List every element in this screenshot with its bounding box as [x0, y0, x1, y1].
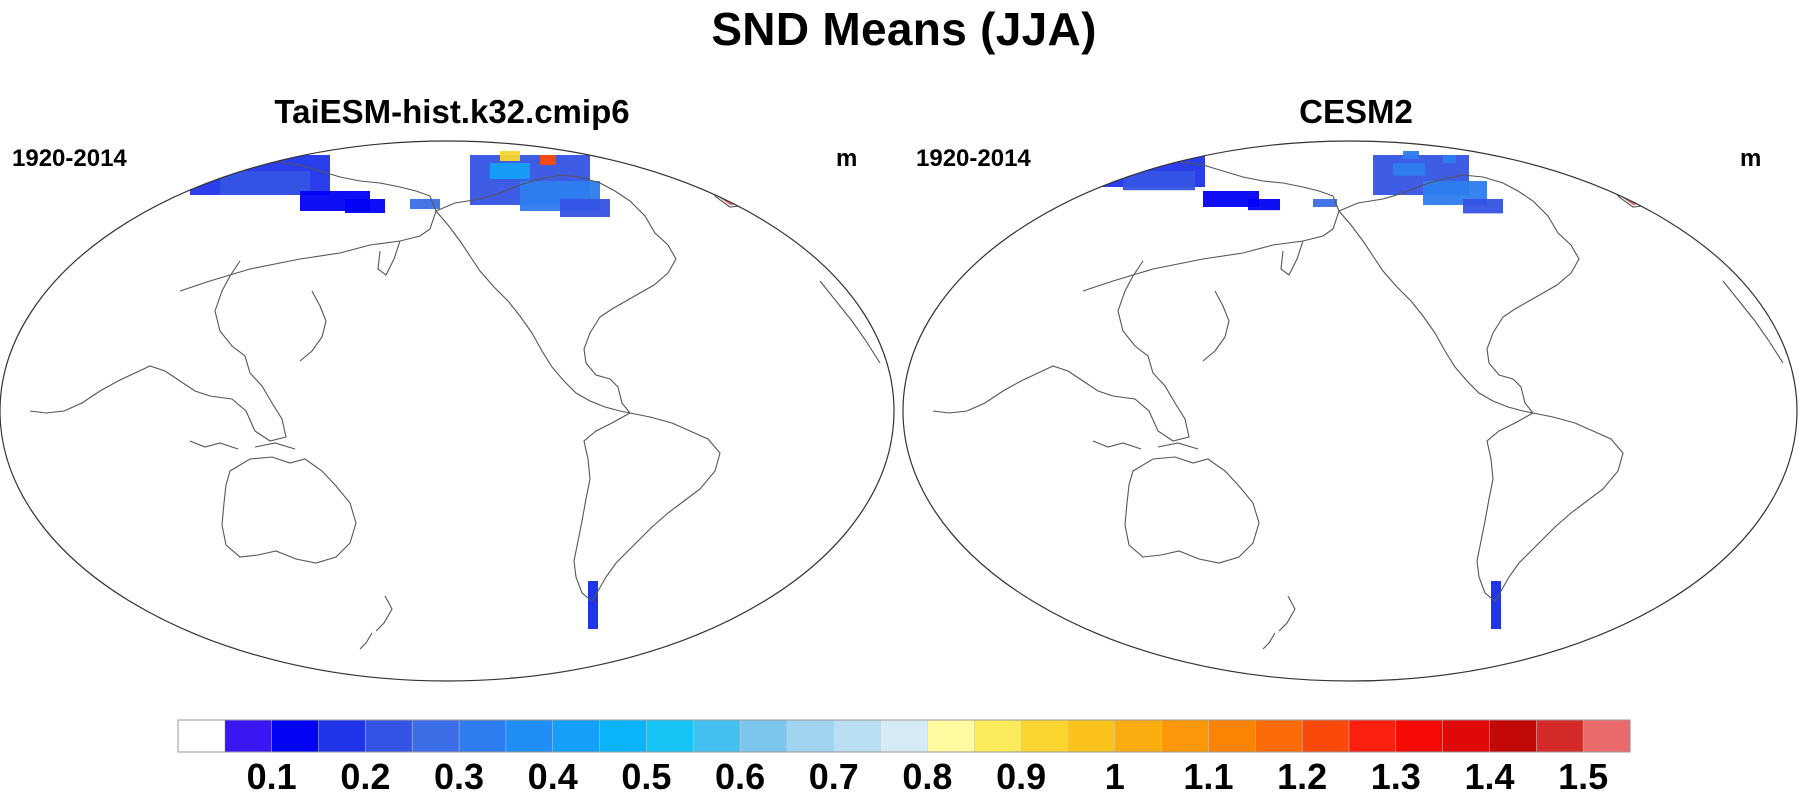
- colorbar-tick-label: 0.7: [808, 756, 859, 797]
- andes-snow: [588, 581, 598, 629]
- colorbar-swatch: [411, 719, 460, 753]
- colorbar-swatch: [505, 719, 554, 753]
- colorbar-tick-label: 1.2: [1277, 756, 1328, 797]
- colorbar-swatch: [646, 719, 694, 753]
- colorbar-swatch: [1067, 719, 1116, 753]
- colorbar-swatch: [1536, 719, 1584, 753]
- colorbar-swatch: [927, 719, 976, 753]
- colorbar-swatch: [1489, 719, 1538, 753]
- colorbar-swatch: [1255, 719, 1303, 753]
- colorbar-swatch: [692, 719, 741, 753]
- colorbar-swatch: [177, 719, 226, 753]
- coastline-australia: [1124, 456, 1260, 564]
- snow-patch: [540, 155, 556, 165]
- units-label-right: m: [1740, 145, 1762, 172]
- coastline-nz: [359, 595, 393, 650]
- colorbar-swatch: [1161, 719, 1210, 753]
- andes-snow: [1491, 581, 1501, 629]
- colorbar-swatch: [1114, 719, 1163, 753]
- coastline-indonesia: [189, 440, 296, 450]
- snow-patch: [560, 199, 610, 217]
- snow-patch: [220, 171, 310, 195]
- colorbar-swatch: [318, 719, 367, 753]
- coastline-australia: [221, 456, 357, 564]
- colorbar-tick-label: 0.4: [527, 756, 578, 797]
- snow-patch: [1463, 199, 1503, 214]
- colorbar-swatch: [974, 719, 1022, 753]
- snow-patch: [1203, 191, 1259, 207]
- colorbar-swatch: [599, 719, 648, 753]
- coastline-japan: [1202, 290, 1230, 362]
- figure-title: SND Means (JJA): [711, 3, 1097, 55]
- period-label-right: 1920-2014: [916, 145, 1031, 172]
- colorbar-tick-label: 0.9: [996, 756, 1047, 797]
- colorbar-swatch: [365, 719, 413, 753]
- units-label-left: m: [836, 145, 858, 172]
- snow-patch: [1393, 163, 1425, 176]
- colorbar-tick-label: 0.8: [902, 756, 953, 797]
- colorbar-swatch: [833, 719, 882, 753]
- colorbar-swatch: [1348, 719, 1397, 753]
- panel-title-left: TaiESM-hist.k32.cmip6: [274, 93, 630, 130]
- snow-patch: [1123, 171, 1195, 191]
- snow-patch: [1248, 199, 1280, 211]
- colorbar-swatch: [786, 719, 835, 753]
- coastline-southamerica: [1476, 412, 1624, 602]
- coastline-kamchatka: [1280, 240, 1304, 276]
- colorbar-swatch: [1582, 719, 1631, 753]
- colorbar-swatch: [739, 719, 788, 753]
- coastline-northamerica: [1338, 174, 1580, 414]
- snow-patch: [490, 163, 530, 179]
- snow-patch: [345, 199, 385, 213]
- colorbar-tick-label: 1.1: [1183, 756, 1234, 797]
- colorbar-swatch: [1395, 719, 1444, 753]
- map-outline: [0, 140, 895, 682]
- map-outline: [902, 140, 1798, 682]
- colorbar-swatch: [224, 719, 273, 753]
- colorbar-swatch: [1208, 719, 1257, 753]
- colorbar-tick-label: 1.5: [1558, 756, 1609, 797]
- snow-patch: [410, 199, 440, 209]
- colorbar-swatch: [271, 719, 320, 753]
- snow-patch: [1403, 151, 1419, 159]
- snow-patch: [1313, 199, 1337, 207]
- colorbar-swatch: [880, 719, 929, 753]
- colorbar-tick-label: 0.5: [621, 756, 672, 797]
- coastline-kamchatka: [377, 240, 401, 276]
- colorbar-tick-label: 1.4: [1464, 756, 1515, 797]
- colorbar-tick-label: 1: [1104, 756, 1125, 797]
- colorbar-swatch: [1301, 719, 1350, 753]
- coastline-nz: [1262, 595, 1296, 650]
- colorbar-tick-label: 0.6: [715, 756, 766, 797]
- coastline-indonesia: [1092, 440, 1199, 450]
- snow-patch: [1443, 155, 1456, 163]
- coastline-japan: [299, 290, 327, 362]
- colorbar-tick-label: 0.2: [340, 756, 391, 797]
- panel-title-right: CESM2: [1299, 93, 1413, 130]
- colorbar-swatch: [1020, 719, 1069, 753]
- colorbar-tick-label: 0.1: [246, 756, 297, 797]
- colorbar-frame: [177, 719, 1631, 753]
- colorbar-swatch: [552, 719, 601, 753]
- period-label-left: 1920-2014: [12, 145, 127, 172]
- coastline-southamerica: [573, 412, 721, 602]
- colorbar-tick-label: 0.3: [434, 756, 485, 797]
- colorbar-tick-label: 1.3: [1370, 756, 1421, 797]
- colorbar-swatch: [1442, 719, 1491, 753]
- colorbar-swatch: [458, 719, 507, 753]
- coastline-northamerica: [435, 174, 677, 414]
- snow-patch: [500, 151, 520, 161]
